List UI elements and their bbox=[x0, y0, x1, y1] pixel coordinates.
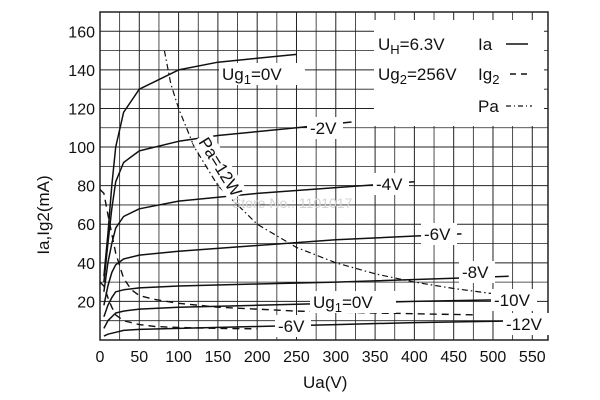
x-tick-label: 400 bbox=[401, 349, 428, 366]
curve-label: -2V bbox=[307, 117, 343, 139]
x-tick-label: 500 bbox=[480, 349, 507, 366]
legend-uh-text: UH=6.3V bbox=[378, 35, 445, 57]
x-tick-label: 550 bbox=[519, 349, 546, 366]
pa-curve bbox=[163, 50, 494, 295]
x-axis-title: Ua(V) bbox=[303, 373, 347, 392]
curve-label: -8V bbox=[459, 261, 495, 283]
curve-label-bg bbox=[373, 173, 409, 195]
x-tick-label: 50 bbox=[130, 349, 148, 366]
ia-curve bbox=[103, 121, 352, 283]
curve-label-text: Ug1=0V bbox=[313, 293, 373, 315]
legend-pa-text: Pa bbox=[478, 97, 499, 116]
ia-curve bbox=[103, 233, 462, 306]
ia-curve bbox=[103, 275, 509, 318]
y-tick-label: 100 bbox=[68, 140, 95, 157]
x-tick-label: 450 bbox=[440, 349, 467, 366]
curve-label: -6V bbox=[421, 223, 457, 245]
y-tick-label: 40 bbox=[77, 256, 95, 273]
curve-label: Ug1=0V bbox=[310, 291, 396, 315]
curve-label-text: -6V bbox=[424, 225, 451, 244]
curve-label-text: -12V bbox=[506, 315, 543, 334]
curve-label-bg bbox=[421, 223, 457, 245]
curve-label-bg bbox=[219, 63, 305, 85]
legend-ia-text: Ia bbox=[478, 35, 493, 54]
ia-curve bbox=[103, 319, 525, 337]
curve-label: -10V bbox=[491, 289, 537, 311]
curve-label: -12V bbox=[503, 313, 549, 335]
x-tick-label: 100 bbox=[165, 349, 192, 366]
ia-curve bbox=[103, 53, 297, 277]
ig2-curve bbox=[99, 189, 478, 316]
ia-curve bbox=[103, 181, 415, 292]
curve-label: Ug1=0V bbox=[219, 63, 305, 87]
y-tick-label: 20 bbox=[77, 294, 95, 311]
legend-background bbox=[374, 20, 544, 126]
x-tick-label: 200 bbox=[244, 349, 271, 366]
x-tick-label: 300 bbox=[322, 349, 349, 366]
x-tick-label: 150 bbox=[205, 349, 232, 366]
plot-frame bbox=[99, 11, 549, 341]
curve-label-text: -8V bbox=[462, 263, 489, 282]
legend-ug2-text: Ug2=256V bbox=[378, 65, 457, 87]
curve-label-text: -2V bbox=[310, 119, 337, 138]
ig2-curve bbox=[99, 281, 258, 330]
y-tick-label: 140 bbox=[68, 63, 95, 80]
curve-label-bg bbox=[310, 291, 396, 313]
x-tick-label: 250 bbox=[283, 349, 310, 366]
curve-label: -6V bbox=[275, 315, 311, 337]
curve-label-text: -4V bbox=[376, 175, 403, 194]
curve-label-bg bbox=[307, 117, 343, 139]
curve-label-text: -6V bbox=[278, 317, 305, 336]
axis-ticks: 0 50 100 150 200 250 300 350 400 450 500 550 20 40 60 8… bbox=[68, 24, 545, 366]
x-tick-label: 350 bbox=[362, 349, 389, 366]
legend: UH=6.3V Ia Ug2=256V Ig2 Pa bbox=[374, 20, 544, 126]
curve-label-bg bbox=[503, 313, 549, 335]
curve-label: -4V bbox=[373, 173, 409, 195]
curve-label-bg bbox=[491, 289, 537, 311]
curve-label-text: -10V bbox=[494, 291, 531, 310]
x-tick-label: 0 bbox=[96, 349, 105, 366]
y-axis-title: Ia,Ig2(mA) bbox=[34, 175, 53, 254]
watermark-text: Store No.: 1101017 bbox=[232, 195, 353, 211]
y-tick-label: 160 bbox=[68, 24, 95, 41]
curve-label-text: Ug1=0V bbox=[222, 65, 282, 87]
y-tick-label: 120 bbox=[68, 101, 95, 118]
y-tick-label: 60 bbox=[77, 217, 95, 234]
curve-label-bg bbox=[275, 315, 311, 337]
legend-ig2-text: Ig2 bbox=[478, 65, 499, 87]
curve-label-bg bbox=[459, 261, 495, 283]
y-tick-label: 80 bbox=[77, 179, 95, 196]
pa-label-bg bbox=[192, 130, 248, 202]
